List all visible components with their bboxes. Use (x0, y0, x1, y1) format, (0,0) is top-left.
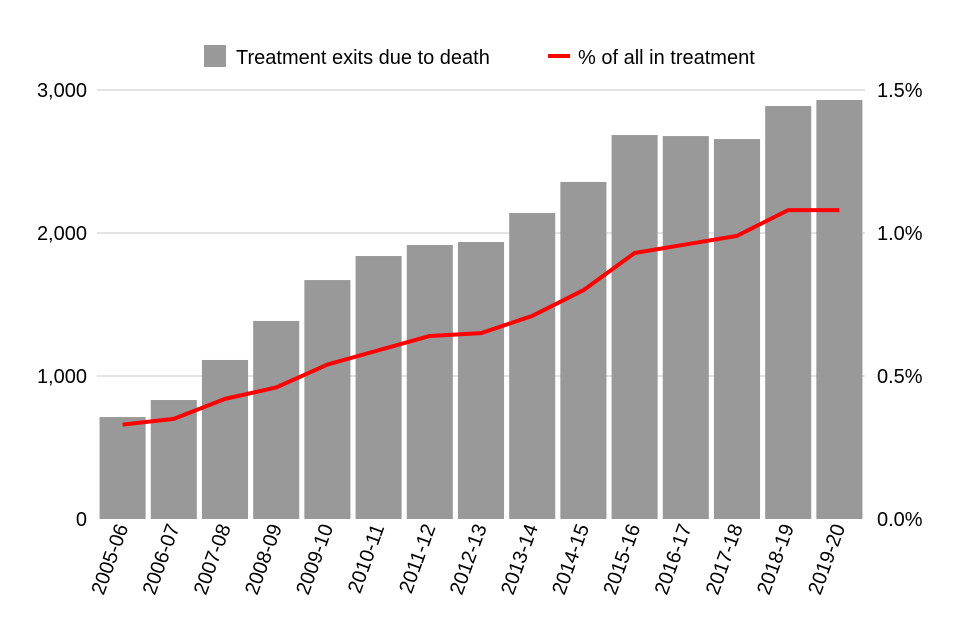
line-series (122, 208, 840, 427)
y-right-tick-label: 1.0% (877, 223, 923, 245)
x-tick-label: 2008-09 (241, 521, 287, 598)
x-tick-label: 2005-06 (88, 521, 134, 598)
x-tick-label: 2018-19 (753, 521, 799, 598)
legend-line-label: % of all in treatment (578, 47, 755, 69)
bar (509, 212, 556, 520)
x-tick-label: 2017-18 (702, 521, 748, 598)
y-left-tick-label: 3,000 (37, 80, 87, 102)
bar (304, 280, 351, 519)
bar (355, 256, 402, 519)
x-tick-label: 2019-20 (804, 521, 850, 598)
x-tick-label: 2012-13 (446, 521, 492, 598)
x-tick-label: 2015-16 (600, 521, 646, 598)
bar (457, 242, 505, 519)
x-tick-label: 2009-10 (292, 521, 338, 598)
y-right-tick-label: 0.0% (877, 509, 923, 531)
legend-bar-label: Treatment exits due to death (236, 47, 490, 69)
bar (253, 320, 300, 519)
y-right-tick-label: 0.5% (877, 366, 923, 388)
legend: Treatment exits due to death % of all in… (204, 45, 755, 69)
y-left-tick-label: 2,000 (37, 223, 87, 245)
bar (765, 106, 812, 520)
x-tick-label: 2016-17 (651, 521, 697, 598)
y-left-tick-label: 0 (76, 509, 87, 531)
x-tick-label: 2011-12 (395, 521, 440, 596)
bar (201, 359, 249, 519)
bar (713, 139, 761, 519)
x-tick-label: 2006-07 (139, 521, 185, 598)
x-tick-label: 2007-08 (190, 521, 236, 598)
legend-bar-swatch (204, 45, 226, 67)
bar (611, 135, 658, 520)
bar (406, 245, 453, 519)
bar (662, 136, 709, 519)
x-tick-label: 2010-11 (344, 521, 389, 596)
bar (560, 181, 607, 519)
bar (99, 417, 146, 519)
x-tick-label: 2013-14 (497, 521, 543, 598)
x-tick-label: 2014-15 (548, 521, 594, 598)
y-right-tick-label: 1.5% (877, 80, 923, 102)
y-left-tick-label: 1,000 (37, 366, 87, 388)
bar (816, 100, 863, 519)
